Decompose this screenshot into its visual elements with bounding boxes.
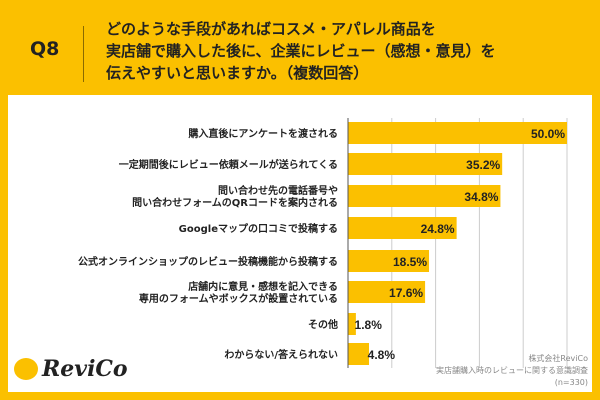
data-label: 34.8% bbox=[464, 190, 498, 204]
bar bbox=[348, 343, 370, 365]
category-label: 購入直後にアンケートを渡される bbox=[187, 127, 338, 140]
category-label: 問い合わせ先の電話番号や bbox=[218, 184, 338, 197]
category-label: Googleマップの口コミで投稿する bbox=[179, 222, 338, 235]
question-number: Q8 bbox=[30, 38, 60, 60]
title-line: どのような手段があればコスメ・アパレル商品を bbox=[106, 20, 436, 38]
revico-logo: ReviCo bbox=[14, 356, 128, 382]
data-label: 18.5% bbox=[393, 255, 427, 269]
data-label: 35.2% bbox=[466, 158, 500, 172]
bar bbox=[348, 153, 503, 175]
category-label: 専用のフォームやボックスが設置されている bbox=[139, 292, 338, 305]
data-label: 1.8% bbox=[355, 318, 383, 332]
category-label: その他 bbox=[308, 318, 338, 331]
data-label: 50.0% bbox=[531, 127, 565, 141]
category-label: 公式オンラインショップのレビュー投稿機能から投稿する bbox=[78, 255, 338, 268]
divider bbox=[83, 26, 84, 82]
bar bbox=[348, 217, 457, 239]
chart-panel bbox=[8, 95, 592, 392]
title-line: 実店舗で購入した後に、企業にレビュー（感想・意見）を bbox=[106, 42, 496, 60]
bar bbox=[348, 122, 567, 144]
data-label: 17.6% bbox=[389, 286, 423, 300]
source-line: 実店舗購入時のレビューに関する意識調査 bbox=[436, 366, 588, 375]
title-line: 伝えやすいと思いますか。（複数回答） bbox=[106, 64, 369, 82]
bar bbox=[348, 313, 356, 335]
data-label: 24.8% bbox=[421, 222, 455, 236]
category-label: 問い合わせフォームのQRコードを案内される bbox=[132, 196, 338, 209]
source-line: (n=330) bbox=[554, 378, 588, 387]
bar bbox=[348, 281, 426, 303]
category-label: 店舗内に意見・感想を記入できる bbox=[188, 280, 338, 293]
speech-bubble-icon bbox=[14, 358, 38, 380]
logo-text: ReviCo bbox=[42, 356, 128, 382]
question-title: どのような手段があればコスメ・アパレル商品を 実店舗で購入した後に、企業にレビュ… bbox=[106, 18, 496, 84]
category-label: 一定期間後にレビュー依頼メールが送られてくる bbox=[119, 158, 338, 171]
source-note: 株式会社ReviCo 実店舗購入時のレビューに関する意識調査 (n=330) bbox=[436, 353, 588, 389]
data-label: 4.8% bbox=[368, 348, 396, 362]
bar bbox=[348, 250, 430, 272]
bar bbox=[348, 185, 501, 207]
category-label: わからない/答えられない bbox=[224, 348, 338, 361]
source-line: 株式会社ReviCo bbox=[528, 354, 588, 363]
